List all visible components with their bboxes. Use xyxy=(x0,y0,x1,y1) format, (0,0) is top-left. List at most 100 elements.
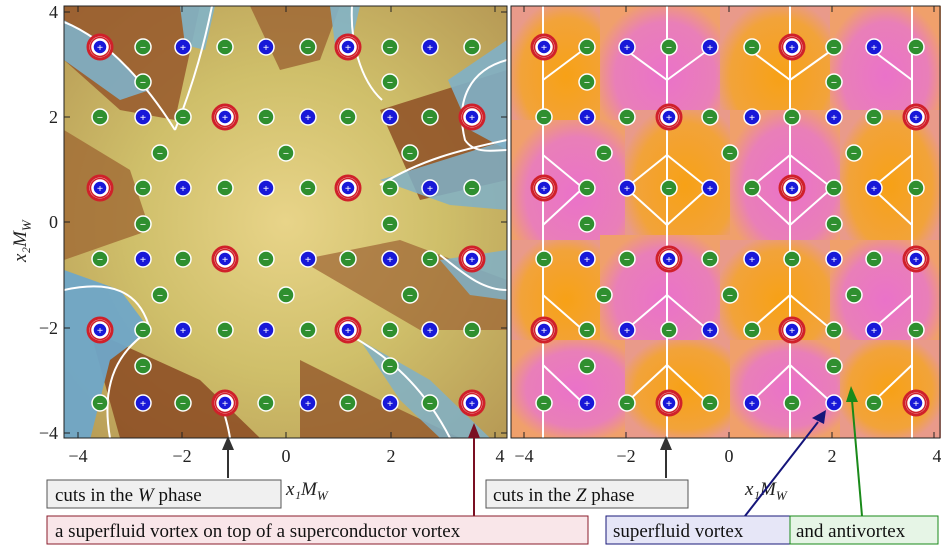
marker-symbol: + xyxy=(871,325,877,337)
right-x-tick-labels: −4 −2 0 2 4 xyxy=(514,446,941,466)
marker-symbol: − xyxy=(97,398,103,410)
superfluid-vortex-box: superfluid vortex xyxy=(606,516,790,544)
superfluid-on-superconductor-vortex: + xyxy=(532,35,556,59)
antivortex-marker: − xyxy=(382,322,398,338)
marker-symbol: − xyxy=(871,112,877,124)
marker-symbol: + xyxy=(180,325,186,337)
marker-symbol: − xyxy=(913,325,919,337)
marker-symbol: + xyxy=(624,42,630,54)
marker-symbol: − xyxy=(541,254,547,266)
antivortex-marker: − xyxy=(175,109,191,125)
cuts-z-label-box: cuts in the Z phase xyxy=(486,480,688,508)
marker-symbol: − xyxy=(387,219,393,231)
tick-label: −4 xyxy=(68,446,87,466)
marker-symbol: + xyxy=(831,398,837,410)
antivortex-marker: − xyxy=(300,322,316,338)
antivortex-marker: − xyxy=(135,39,151,55)
antivortex-marker: − xyxy=(744,322,760,338)
marker-symbol: + xyxy=(97,42,103,54)
superfluid-on-superconductor-vortex: + xyxy=(213,247,237,271)
left-x-axis-label: x₁MW xyxy=(285,479,329,503)
marker-symbol: + xyxy=(749,398,755,410)
marker-symbol: − xyxy=(283,290,289,302)
marker-symbol: − xyxy=(707,112,713,124)
antivortex-marker: − xyxy=(278,287,294,303)
antivortex-marker: − xyxy=(382,39,398,55)
antivortex-marker: − xyxy=(152,287,168,303)
marker-symbol: + xyxy=(305,112,311,124)
superfluid-on-superconductor-vortex: + xyxy=(336,318,360,342)
antivortex-marker: − xyxy=(422,109,438,125)
marker-symbol: − xyxy=(749,325,755,337)
superfluid-vortex-marker: + xyxy=(258,180,274,196)
tick-label: 4 xyxy=(933,446,941,466)
marker-symbol: − xyxy=(180,398,186,410)
marker-symbol: + xyxy=(97,183,103,195)
marker-symbol: − xyxy=(97,254,103,266)
superfluid-vortex-marker: + xyxy=(135,395,151,411)
marker-symbol: − xyxy=(707,254,713,266)
tick-label: −2 xyxy=(172,446,191,466)
superfluid-vortex-marker: + xyxy=(422,39,438,55)
marker-symbol: + xyxy=(345,183,351,195)
marker-symbol: − xyxy=(263,112,269,124)
marker-symbol: − xyxy=(913,42,919,54)
antivortex-marker: − xyxy=(784,109,800,125)
superfluid-on-superconductor-vortex: + xyxy=(460,247,484,271)
marker-symbol: + xyxy=(584,254,590,266)
marker-symbol: + xyxy=(469,398,475,410)
antivortex-marker: − xyxy=(579,74,595,90)
antivortex-marker: − xyxy=(135,358,151,374)
marker-symbol: + xyxy=(469,112,475,124)
marker-symbol: − xyxy=(222,325,228,337)
antivortex-marker: − xyxy=(784,251,800,267)
marker-symbol: − xyxy=(157,290,163,302)
superfluid-vortex-marker: + xyxy=(579,109,595,125)
antivortex-marker: − xyxy=(744,39,760,55)
marker-symbol: − xyxy=(584,77,590,89)
marker-symbol: + xyxy=(180,42,186,54)
marker-symbol: − xyxy=(789,112,795,124)
superfluid-on-superconductor-vortex: + xyxy=(213,105,237,129)
antivortex-marker: − xyxy=(744,180,760,196)
marker-symbol: − xyxy=(541,398,547,410)
antivortex-marker: − xyxy=(402,145,418,161)
superfluid-vortex-marker: + xyxy=(866,180,882,196)
tick-label: 0 xyxy=(725,446,734,466)
marker-symbol: − xyxy=(666,325,672,337)
antivortex-marker: − xyxy=(382,180,398,196)
cuts-w-label: cuts in the W phase xyxy=(55,485,202,506)
marker-symbol: + xyxy=(180,183,186,195)
superfluid-vortex-marker: + xyxy=(826,251,842,267)
marker-symbol: − xyxy=(345,254,351,266)
marker-symbol: + xyxy=(584,398,590,410)
tick-label: −2 xyxy=(39,318,58,338)
marker-symbol: + xyxy=(222,112,228,124)
superfluid-vortex-marker: + xyxy=(135,109,151,125)
superfluid-on-superconductor-vortex: + xyxy=(88,35,112,59)
marker-symbol: − xyxy=(427,254,433,266)
antivortex-marker: − xyxy=(464,322,480,338)
antivortex-marker: − xyxy=(278,145,294,161)
marker-symbol: − xyxy=(387,325,393,337)
marker-symbol: − xyxy=(387,77,393,89)
marker-symbol: − xyxy=(851,290,857,302)
superfluid-on-superconductor-vortex: + xyxy=(780,318,804,342)
marker-symbol: + xyxy=(263,42,269,54)
antivortex-marker: − xyxy=(596,287,612,303)
antivortex-marker: − xyxy=(422,251,438,267)
cuts-w-label-box: cuts in the W phase xyxy=(47,480,281,508)
superfluid-vortex-marker: + xyxy=(258,322,274,338)
marker-symbol: − xyxy=(222,183,228,195)
marker-symbol: − xyxy=(140,183,146,195)
marker-symbol: + xyxy=(427,325,433,337)
tick-label: −4 xyxy=(514,446,533,466)
marker-symbol: + xyxy=(140,254,146,266)
superfluid-on-superconductor-vortex: + xyxy=(460,105,484,129)
left-x-tick-labels: −4 −2 0 2 4 xyxy=(68,446,504,466)
marker-symbol: + xyxy=(305,254,311,266)
superfluid-vortex-marker: + xyxy=(300,395,316,411)
marker-symbol: + xyxy=(222,254,228,266)
antivortex-marker: − xyxy=(135,216,151,232)
